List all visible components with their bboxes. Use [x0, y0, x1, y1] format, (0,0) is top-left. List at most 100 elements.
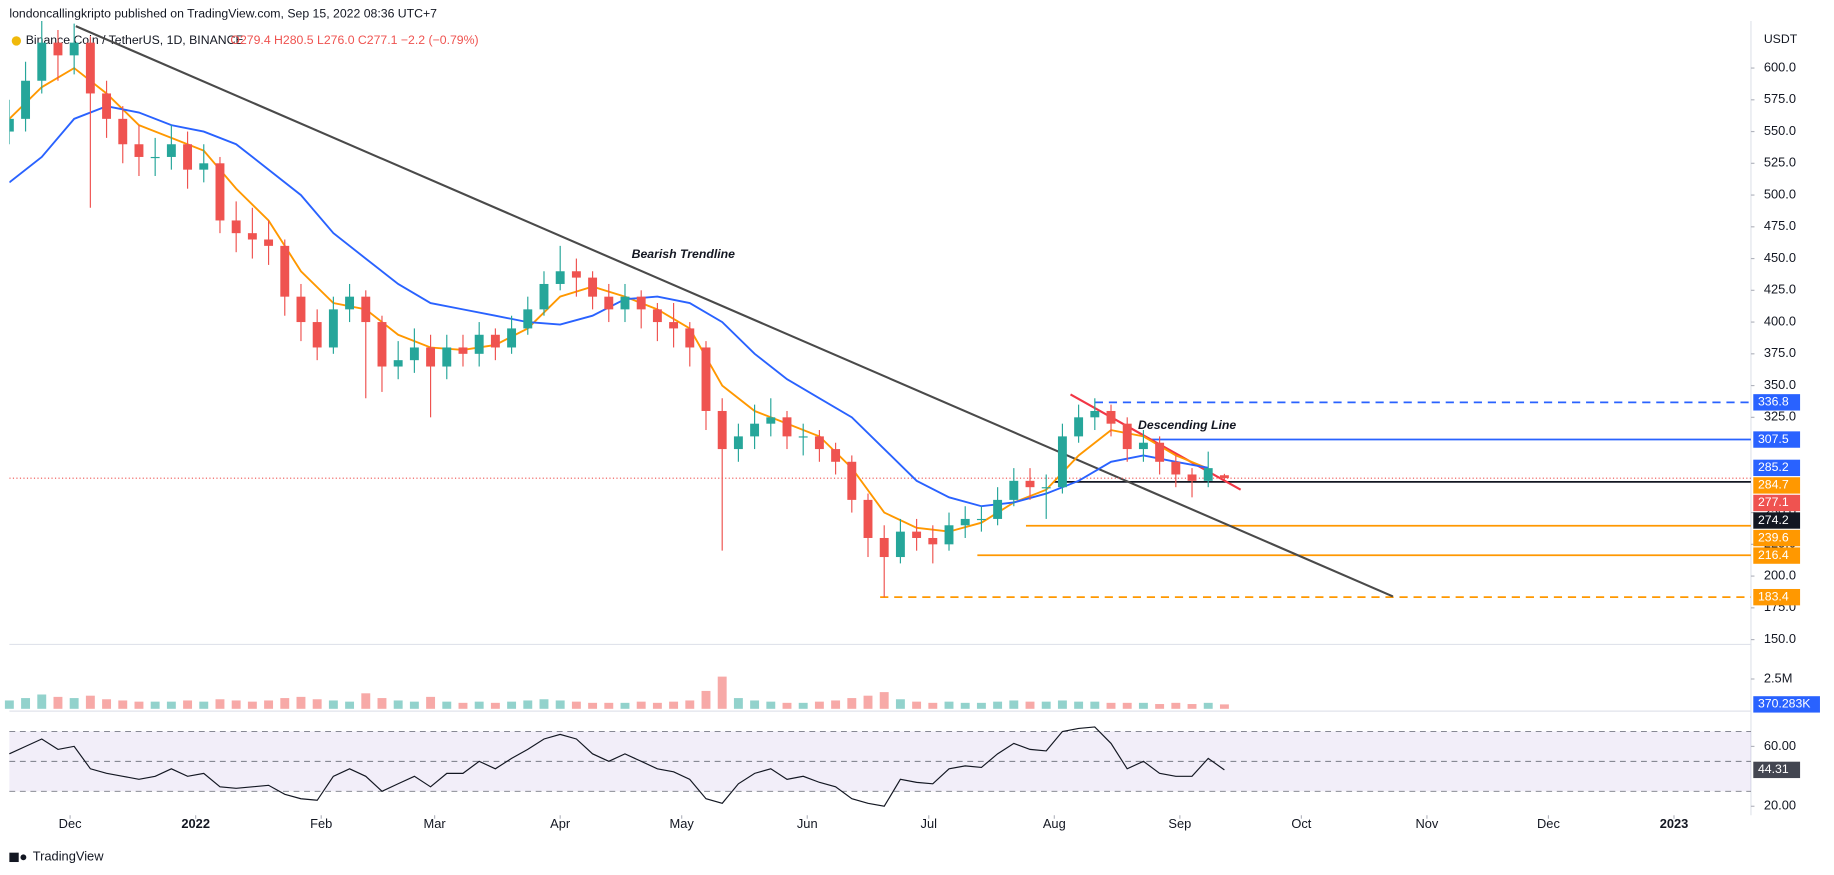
volume-bar — [426, 696, 436, 709]
axis-label-bg — [1753, 477, 1801, 494]
y-tick-label: 550.0 — [1764, 123, 1796, 138]
x-tick-label: Nov — [1415, 816, 1438, 831]
y-tick-label: 600.0 — [1764, 59, 1796, 74]
y-tick-label: 200.0 — [1764, 567, 1796, 582]
y-tick-label: 575.0 — [1764, 91, 1796, 106]
candle-body — [669, 322, 679, 329]
volume-bar — [215, 699, 225, 709]
footer: TradingView — [9, 849, 104, 864]
candle-body — [604, 296, 614, 310]
candle-body — [474, 334, 484, 354]
axis-label: 239.6 — [1758, 530, 1789, 544]
rsi-line — [9, 726, 1225, 807]
volume-bar — [814, 701, 824, 709]
candle-body — [847, 461, 857, 500]
candle-body — [426, 347, 436, 367]
volume-bar — [571, 701, 581, 709]
candle-body — [685, 328, 695, 348]
volume-bar — [231, 700, 241, 709]
volume-bar — [960, 702, 970, 709]
volume-bar — [4, 700, 14, 709]
volume-bar — [118, 700, 128, 709]
candle-body — [118, 118, 128, 145]
candle-body — [199, 163, 209, 170]
candle-body — [523, 309, 533, 329]
candle-body — [831, 449, 841, 462]
y-tick-label: 20.00 — [1764, 798, 1796, 813]
volume-bar — [669, 701, 679, 709]
volume-bar — [1138, 702, 1148, 709]
volume-bar — [296, 696, 306, 709]
x-tick-label: 2022 — [181, 816, 210, 831]
axis-label: 285.2 — [1758, 460, 1789, 474]
candle-body — [166, 144, 176, 157]
trendline — [75, 25, 1394, 598]
candle-body — [1074, 417, 1084, 437]
volume-bar — [1057, 700, 1067, 709]
axis-label: 277.1 — [1758, 495, 1789, 509]
x-tick-label: 2023 — [1660, 816, 1689, 831]
axis-label-bg — [1753, 512, 1801, 529]
candle-body — [21, 80, 31, 119]
candle-body — [1219, 475, 1229, 479]
candle-body — [1090, 410, 1100, 418]
volume-bar — [312, 699, 322, 709]
candle-body — [1009, 480, 1019, 500]
brand: TradingView — [33, 849, 104, 864]
axis-label-bg — [1753, 547, 1801, 564]
candle-body — [733, 436, 743, 450]
volume-bar — [604, 702, 614, 709]
candle-body — [1203, 468, 1213, 481]
volume-bar — [1009, 700, 1019, 709]
volume-bar — [912, 701, 922, 709]
candle-body — [539, 283, 549, 310]
y-tick-label: 450.0 — [1764, 250, 1796, 265]
candle-body — [328, 309, 338, 348]
candle-body — [393, 360, 403, 367]
axis-label-bg — [1753, 494, 1801, 512]
y-tick-label: 500.0 — [1764, 186, 1796, 201]
volume-bar — [944, 701, 954, 709]
volume-bar — [442, 701, 452, 709]
x-tick-label: Feb — [310, 816, 332, 831]
volume-bar — [1025, 701, 1035, 709]
volume-bar — [1155, 704, 1165, 709]
axis-label: 216.4 — [1758, 548, 1789, 562]
candle-body — [1041, 487, 1051, 489]
y-tick-label: 425.0 — [1764, 282, 1796, 297]
axis-label: 307.5 — [1758, 432, 1789, 446]
volume-bar — [458, 702, 468, 709]
candle-body — [507, 328, 517, 348]
volume-bar — [993, 701, 1003, 709]
candle-body — [9, 118, 14, 132]
ohlc: O279.4 H280.5 L276.0 C277.1 −2.2 (−0.79%… — [230, 33, 478, 47]
volume-bar — [21, 698, 31, 709]
candle-body — [53, 42, 63, 56]
logo — [20, 854, 27, 861]
candle-body — [976, 518, 986, 521]
candle-body — [231, 220, 241, 234]
volume-bar — [280, 698, 290, 709]
volume-bar — [1074, 701, 1084, 709]
volume-bar — [183, 700, 193, 709]
candle-body — [555, 271, 565, 284]
axis-label: 183.4 — [1758, 589, 1789, 603]
x-tick-label: May — [670, 816, 695, 831]
candle-body — [183, 144, 193, 170]
y-tick-label: 350.0 — [1764, 377, 1796, 392]
volume-bar — [798, 702, 808, 709]
candle-body — [150, 156, 160, 159]
volume-bar — [85, 695, 95, 709]
candle-body — [814, 436, 824, 450]
candle-body — [296, 296, 306, 323]
axis-label-bg — [1753, 696, 1820, 713]
candle-body — [766, 417, 776, 424]
candle-body — [490, 334, 500, 348]
candle-body — [247, 233, 257, 240]
volume-bar — [782, 702, 792, 709]
candle-body — [280, 245, 290, 297]
candle-body — [1187, 474, 1197, 481]
volume-bar — [831, 700, 841, 709]
candle-body — [895, 531, 905, 558]
